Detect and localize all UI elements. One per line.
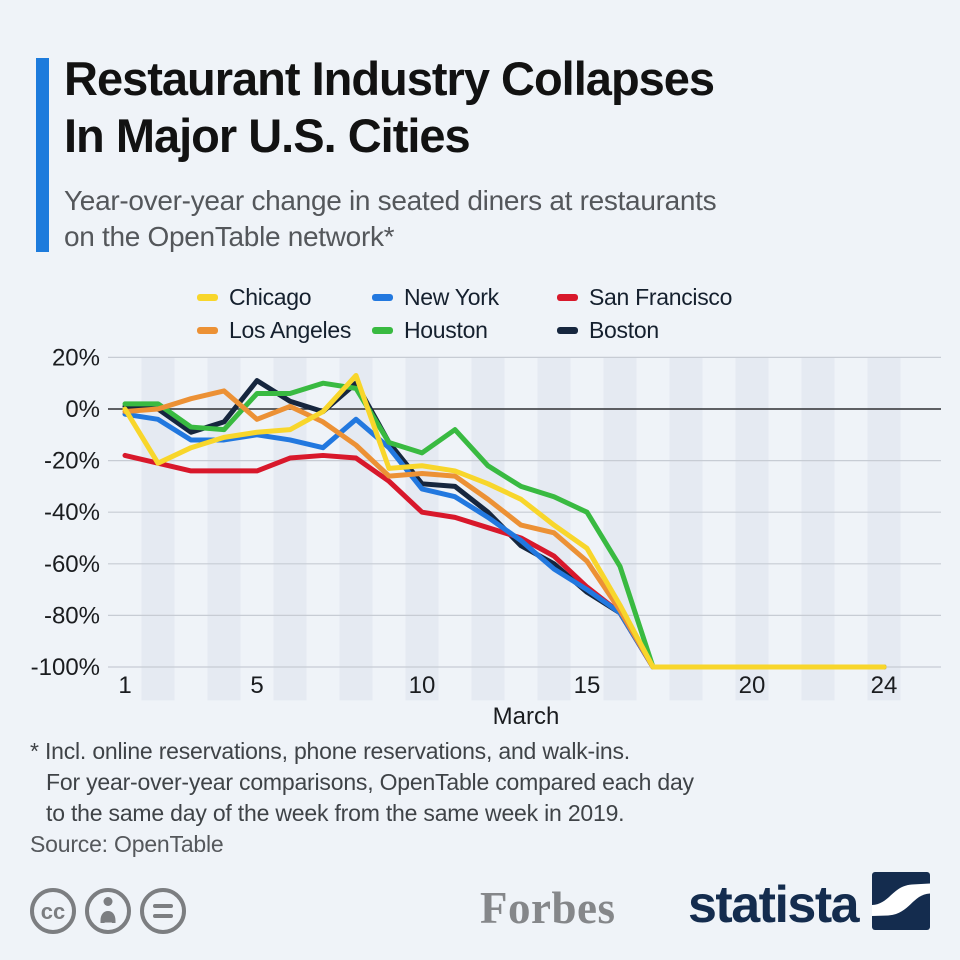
legend-swatch [557,327,578,334]
x-tick-label: 20 [739,672,766,699]
attribution-icon [85,888,131,934]
legend-label: Chicago [229,284,312,310]
day-stripe [603,357,637,701]
statista-wordmark: statista [688,876,860,934]
day-stripe [405,357,439,701]
y-tick-label: 0% [65,396,100,423]
day-stripe [867,357,901,701]
page-title: Restaurant Industry Collapses In Major U… [64,50,944,164]
title-line-1: Restaurant Industry Collapses [64,52,715,105]
legend-item-boston: Boston [557,314,732,347]
title-line-2: In Major U.S. Cities [64,109,471,162]
line-chart: 20%0%-20%-40%-60%-80%-100%1 5 10 15 20 24Marc… [31,344,941,730]
legend-item-los-angeles: Los Angeles [197,314,372,347]
legend-column: San Francisco Boston [557,281,732,347]
y-tick-label: 20% [52,344,100,371]
legend-item-chicago: Chicago [197,281,372,314]
footnote-line-3: to the same day of the week from the sam… [46,800,625,826]
subtitle-line-1: Year-over-year change in seated diners a… [64,185,717,216]
x-tick-label: 5 [250,672,263,699]
legend-label: San Francisco [589,284,733,310]
forbes-logo: Forbes [480,883,616,933]
legend-item-san-francisco: San Francisco [557,281,732,314]
legend-swatch [372,327,393,334]
legend-column: New York Houston [372,281,557,347]
legend-swatch [557,294,578,301]
source-label: Source: OpenTable [30,831,224,857]
legend-item-new-york: New York [372,281,557,314]
day-stripe [801,357,835,701]
legend-item-houston: Houston [372,314,557,347]
legend-label: New York [404,284,499,310]
y-tick-label: -100% [31,654,100,681]
x-tick-label: 15 [574,672,601,699]
footnote-line-2: For year-over-year comparisons, OpenTabl… [46,769,694,795]
cc-icon: cc [30,888,76,934]
equal-icon [140,888,186,934]
svg-text:cc: cc [41,899,65,924]
chart-legend: Chicago Los Angeles New York Houston San Fra… [197,281,732,347]
day-stripe [735,357,769,701]
legend-label: Boston [589,317,659,343]
footnote: * Incl. online reservations, phone reser… [30,736,930,829]
y-tick-label: -40% [44,499,100,526]
day-stripe [273,357,307,701]
statista-logo: statista [688,872,931,934]
accent-bar [36,58,49,252]
legend-label: Houston [404,317,488,343]
statista-logo-mark [872,872,931,930]
legend-swatch [197,294,218,301]
license-icons: cc [30,888,186,934]
x-tick-label: 10 [409,672,436,699]
x-axis-label: March [493,703,560,730]
x-tick-label: 24 [871,672,898,699]
day-stripe [669,357,703,701]
legend-label: Los Angeles [229,317,352,343]
page-subtitle: Year-over-year change in seated diners a… [64,183,924,255]
y-tick-label: -80% [44,602,100,629]
day-stripe [339,357,373,701]
y-tick-label: -20% [44,448,100,475]
legend-swatch [197,327,218,334]
line-chicago [122,372,887,670]
subtitle-line-2: on the OpenTable network* [64,221,395,252]
legend-column: Chicago Los Angeles [197,281,372,347]
y-tick-label: -60% [44,551,100,578]
legend-swatch [372,294,393,301]
x-tick-label: 1 [118,672,131,699]
footnote-line-1: * Incl. online reservations, phone reser… [30,738,630,764]
